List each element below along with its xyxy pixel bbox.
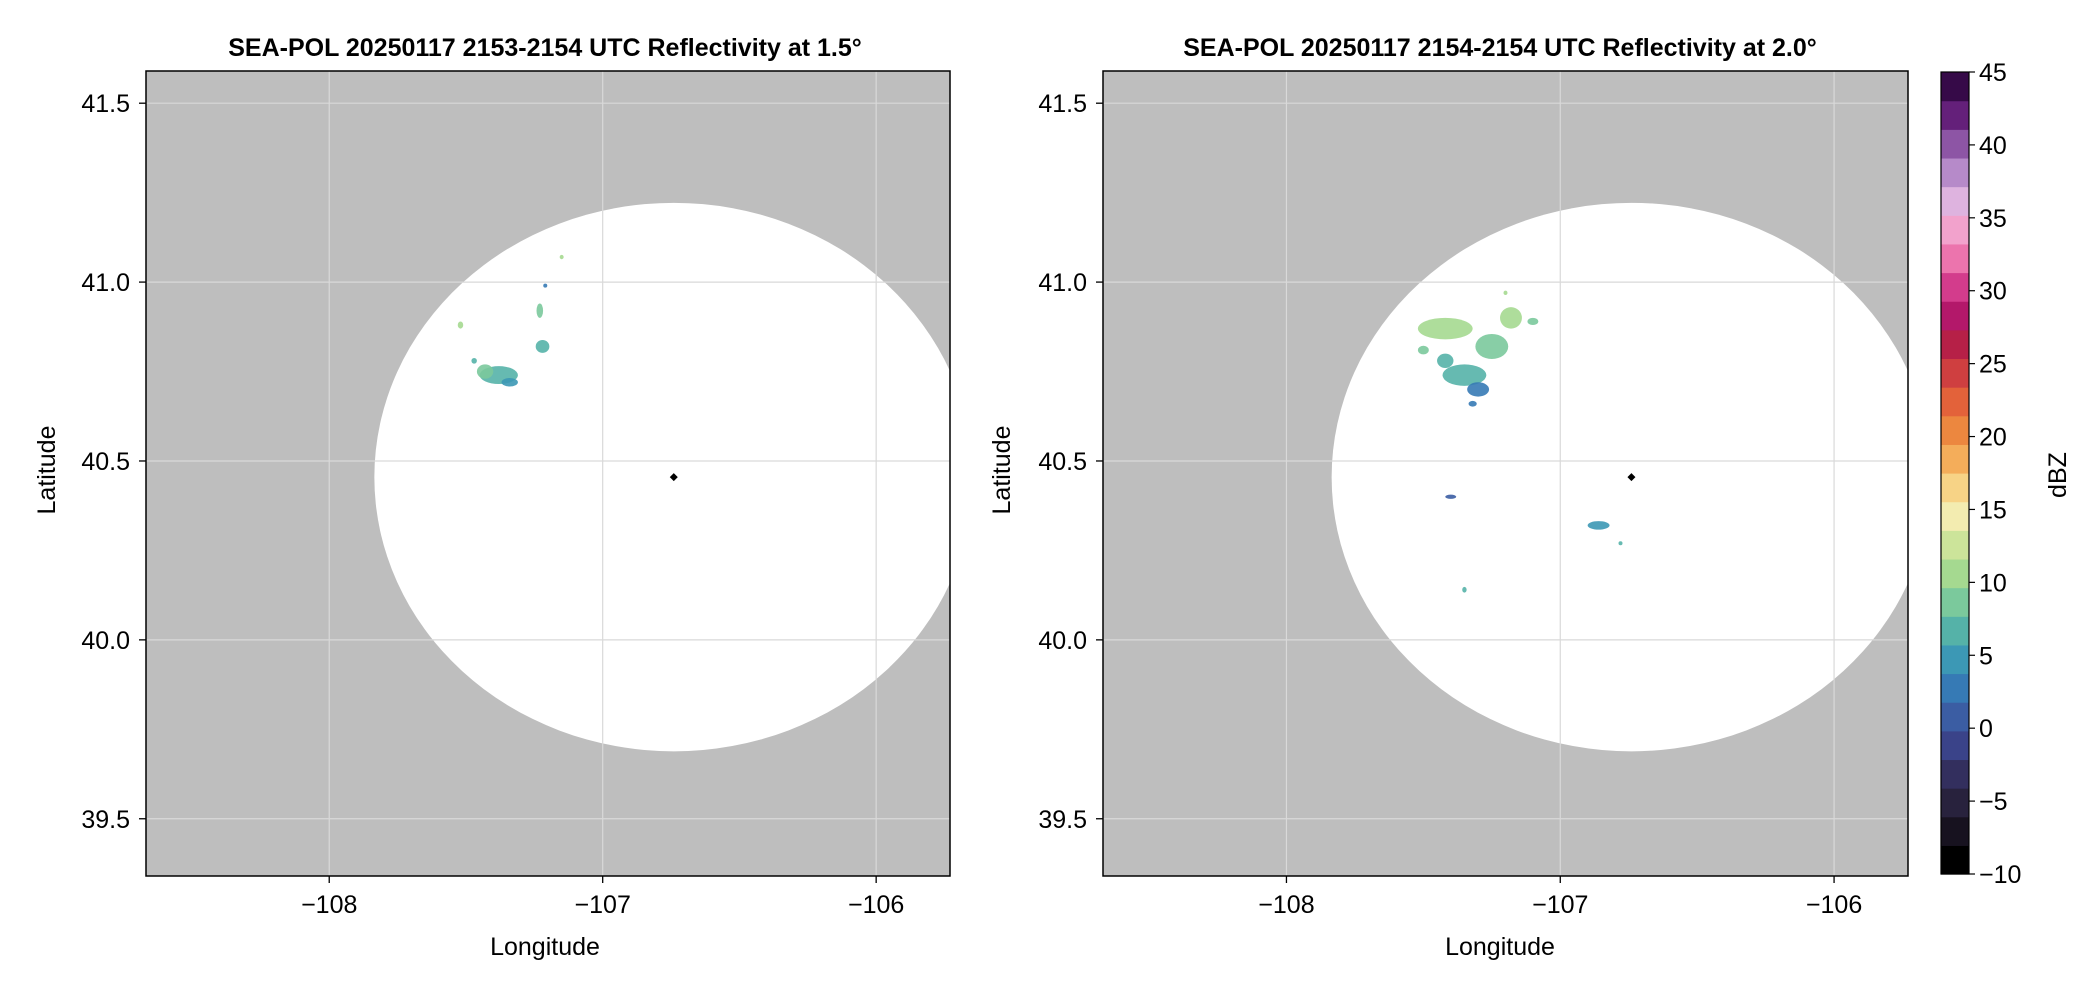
right-radar-panel: SEA-POL 20250117 2154-2154 UTC Reflectiv…	[988, 34, 1909, 961]
colorbar-segment	[1941, 358, 1969, 388]
colorbar-tick-label: −10	[1979, 861, 2021, 889]
plot-frame	[145, 70, 951, 877]
colorbar-segment	[1941, 759, 1969, 789]
colorbar-segment	[1941, 530, 1969, 560]
colorbar-tick-label: 5	[1979, 642, 1993, 670]
colorbar-frame	[1940, 71, 1970, 875]
reflectivity-echo	[1467, 382, 1490, 397]
colorbar-segment	[1941, 243, 1969, 274]
colorbar: dBZ −10 −5 0 5 10 15 20 25 30 35 40 45	[1940, 59, 2072, 889]
x-tick-label: −106	[1806, 891, 1862, 919]
reflectivity-echo	[536, 303, 544, 318]
colorbar-segment	[1941, 215, 1969, 245]
plot-area	[146, 71, 950, 876]
reflectivity-echo	[535, 340, 550, 353]
reflectivity-echo	[1618, 541, 1623, 546]
colorbar-segment	[1941, 72, 1969, 102]
colorbar-segment	[1941, 129, 1969, 159]
plot-area	[1103, 71, 1908, 876]
reflectivity-echo	[501, 377, 518, 387]
reflectivity-echo	[1445, 494, 1457, 499]
colorbar-segment	[1941, 673, 1969, 703]
colorbar-segment	[1941, 444, 1969, 474]
reflectivity-echo	[1527, 317, 1539, 326]
colorbar-label: dBZ	[2044, 452, 2072, 498]
colorbar-segment	[1941, 845, 1969, 875]
colorbar-segment	[1941, 301, 1969, 331]
colorbar-segment	[1941, 186, 1969, 216]
radar-coverage-area	[374, 202, 950, 752]
colorbar-tick-label: 40	[1979, 132, 2007, 160]
x-tick-label: −106	[848, 891, 904, 919]
reflectivity-echo	[1503, 290, 1508, 295]
colorbar-segment	[1941, 788, 1969, 818]
reflectivity-echo	[1475, 333, 1509, 360]
reflectivity-echo	[457, 321, 464, 329]
colorbar-tick-label: 30	[1979, 278, 2007, 306]
colorbar-segment	[1941, 157, 1969, 188]
y-tick-label: 39.5	[81, 806, 130, 834]
colorbar-segment	[1941, 587, 1969, 617]
reflectivity-echo	[471, 357, 477, 364]
radar-coverage-area	[1331, 202, 1908, 752]
colorbar-segment	[1941, 272, 1969, 302]
right-x-axis-label: Longitude	[1445, 933, 1555, 961]
colorbar-tick-label: 20	[1979, 424, 2007, 452]
x-tick-label: −108	[1258, 891, 1314, 919]
colorbar-segment	[1941, 616, 1969, 646]
colorbar-segment	[1941, 501, 1969, 531]
colorbar-tick-label: 15	[1979, 496, 2007, 524]
colorbar-segment	[1941, 473, 1969, 503]
x-tick-label: −107	[575, 891, 631, 919]
colorbar-tick-label: −5	[1979, 788, 2008, 816]
reflectivity-echo	[1417, 345, 1429, 355]
reflectivity-echo	[559, 254, 564, 260]
reflectivity-echo	[1468, 400, 1477, 407]
colorbar-tick-label: 25	[1979, 351, 2007, 379]
y-tick-label: 41.0	[1038, 269, 1087, 297]
colorbar-segment	[1941, 558, 1969, 589]
reflectivity-echo	[1587, 521, 1610, 530]
right-panel-title: SEA-POL 20250117 2154-2154 UTC Reflectiv…	[1183, 34, 1817, 62]
x-tick-label: −108	[301, 891, 357, 919]
left-radar-panel: SEA-POL 20250117 2153-2154 UTC Reflectiv…	[33, 34, 951, 961]
colorbar-tick-label: 35	[1979, 205, 2007, 233]
left-x-axis-label: Longitude	[490, 933, 600, 961]
radar-site-marker	[669, 473, 678, 482]
reflectivity-echo	[1462, 586, 1467, 593]
y-tick-label: 39.5	[1038, 806, 1087, 834]
y-tick-label: 40.0	[81, 627, 130, 655]
colorbar-segment	[1941, 702, 1969, 732]
colorbar-segment	[1941, 816, 1969, 846]
colorbar-segment	[1941, 100, 1969, 130]
right-y-axis-label: Latitude	[988, 426, 1016, 515]
reflectivity-echo	[1442, 364, 1487, 386]
y-tick-label: 40.5	[1038, 448, 1087, 476]
reflectivity-echo	[476, 364, 494, 379]
y-tick-label: 40.0	[1038, 627, 1087, 655]
colorbar-segment	[1941, 644, 1969, 675]
reflectivity-echo	[1500, 307, 1522, 329]
plot-frame	[1102, 70, 1909, 877]
left-y-axis-label: Latitude	[33, 426, 61, 515]
colorbar-segment	[1941, 329, 1969, 360]
colorbar-tick-label: 0	[1979, 715, 1993, 743]
reflectivity-echo	[1437, 353, 1454, 368]
y-tick-label: 41.5	[1038, 90, 1087, 118]
colorbar-segment	[1941, 415, 1969, 445]
colorbar-tick-label: 10	[1979, 569, 2007, 597]
y-tick-label: 41.0	[81, 269, 130, 297]
colorbar-tick-label: 45	[1979, 59, 2007, 87]
colorbar-segment	[1941, 387, 1969, 417]
colorbar-segment	[1941, 730, 1969, 761]
left-panel-title: SEA-POL 20250117 2153-2154 UTC Reflectiv…	[228, 34, 862, 62]
y-tick-label: 41.5	[81, 90, 130, 118]
x-tick-label: −107	[1532, 891, 1588, 919]
radar-site-marker	[1627, 473, 1636, 482]
reflectivity-echo	[1417, 317, 1473, 340]
y-tick-label: 40.5	[81, 448, 130, 476]
reflectivity-echo	[543, 283, 548, 288]
